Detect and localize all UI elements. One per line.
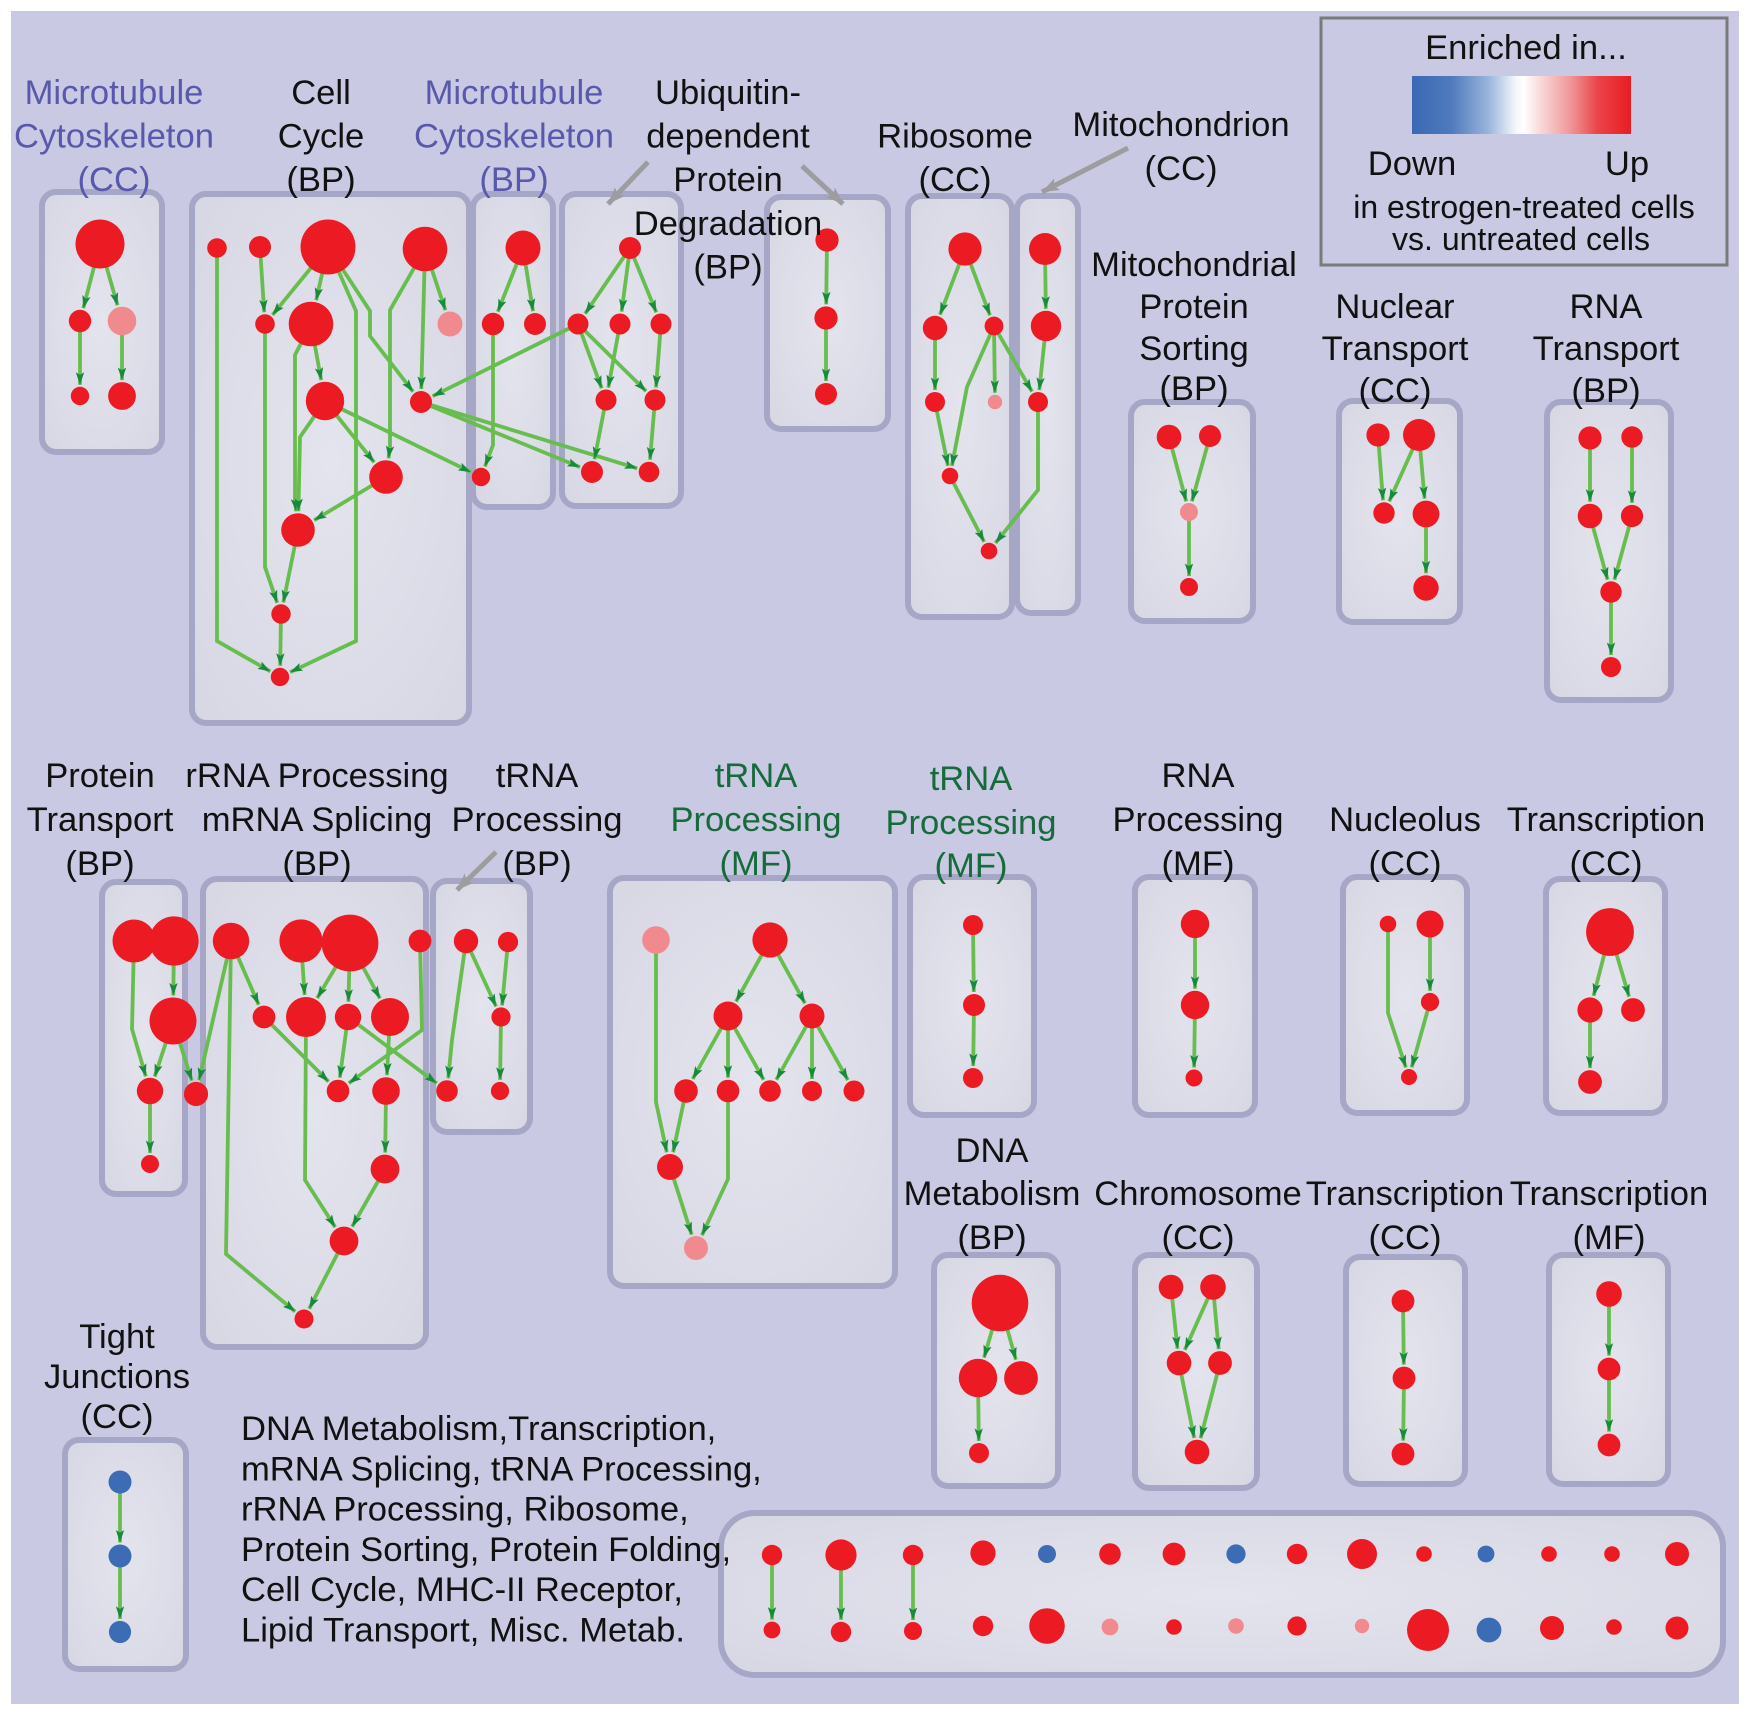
svg-text:(MF): (MF) [935,847,1008,885]
svg-text:(BP): (BP) [1159,370,1228,408]
svg-text:(CC): (CC) [1369,845,1442,883]
svg-text:Sorting: Sorting [1139,330,1249,368]
svg-text:DNA: DNA [955,1132,1028,1170]
svg-text:(CC): (CC) [1145,150,1218,188]
svg-text:Lipid Transport, Misc. Metab.: Lipid Transport, Misc. Metab. [241,1612,685,1650]
svg-text:(MF): (MF) [1162,845,1235,883]
svg-text:Cytoskeleton: Cytoskeleton [14,118,214,156]
svg-text:mRNA Splicing, tRNA Processing: mRNA Splicing, tRNA Processing, [241,1450,762,1488]
svg-text:Tight: Tight [79,1318,155,1356]
svg-text:Transport: Transport [1533,330,1680,368]
svg-text:Down: Down [1368,145,1456,183]
svg-text:Ubiquitin-: Ubiquitin- [655,74,801,112]
svg-text:Transport: Transport [1322,330,1469,368]
svg-text:(CC): (CC) [78,161,151,199]
svg-text:in estrogen-treated cells: in estrogen-treated cells [1353,189,1695,225]
svg-text:(CC): (CC) [1162,1219,1235,1257]
svg-text:(MF): (MF) [720,845,793,883]
svg-text:Mitochondrial: Mitochondrial [1091,246,1297,284]
svg-text:Cycle: Cycle [278,118,364,156]
svg-text:(BP): (BP) [479,161,548,199]
svg-text:(CC): (CC) [1369,1219,1442,1257]
svg-text:DNA Metabolism,Transcription,: DNA Metabolism,Transcription, [241,1410,716,1448]
svg-text:Processing: Processing [451,801,622,839]
svg-text:vs. untreated cells: vs. untreated cells [1392,221,1650,257]
svg-text:(BP): (BP) [957,1219,1026,1257]
svg-text:Transport: Transport [27,801,174,839]
svg-text:Protein Sorting, Protein Foldi: Protein Sorting, Protein Folding, [241,1531,731,1569]
svg-text:Nucleolus: Nucleolus [1329,801,1481,839]
svg-text:mRNA Splicing: mRNA Splicing [202,801,433,839]
svg-text:(CC): (CC) [1359,372,1432,410]
svg-text:(CC): (CC) [1570,845,1643,883]
svg-text:rRNA Processing: rRNA Processing [185,757,448,795]
svg-text:Protein: Protein [45,757,155,795]
svg-text:Protein: Protein [1139,288,1249,326]
svg-text:Metabolism: Metabolism [904,1175,1081,1213]
svg-text:(MF): (MF) [1573,1219,1646,1257]
svg-text:Microtubule: Microtubule [25,74,204,112]
svg-text:Processing: Processing [1112,801,1283,839]
svg-text:Cytoskeleton: Cytoskeleton [414,118,614,156]
svg-text:(BP): (BP) [65,845,134,883]
svg-text:Transcription: Transcription [1507,801,1706,839]
svg-text:Processing: Processing [670,801,841,839]
svg-text:Cell Cycle, MHC-II Receptor,: Cell Cycle, MHC-II Receptor, [241,1571,683,1609]
svg-text:(BP): (BP) [286,161,355,199]
svg-text:Cell: Cell [291,74,351,112]
svg-text:(BP): (BP) [502,845,571,883]
svg-text:Ribosome: Ribosome [877,118,1033,156]
svg-text:tRNA: tRNA [930,760,1013,798]
svg-text:tRNA: tRNA [715,757,798,795]
svg-text:Processing: Processing [885,804,1056,842]
svg-text:(CC): (CC) [81,1398,154,1436]
svg-text:(BP): (BP) [1571,372,1640,410]
svg-text:Nuclear: Nuclear [1335,288,1454,326]
svg-text:Microtubule: Microtubule [425,74,604,112]
svg-text:(CC): (CC) [919,161,992,199]
svg-text:RNA: RNA [1161,757,1234,795]
svg-text:Junctions: Junctions [44,1358,190,1396]
svg-text:Transcription: Transcription [1510,1175,1709,1213]
svg-text:(BP): (BP) [693,249,762,287]
svg-text:dependent: dependent [646,118,810,156]
svg-text:Up: Up [1605,145,1649,183]
svg-text:Enriched in...: Enriched in... [1425,29,1627,67]
svg-text:Protein: Protein [673,161,783,199]
svg-text:Degradation: Degradation [634,205,822,243]
svg-text:RNA: RNA [1569,288,1642,326]
svg-text:Chromosome: Chromosome [1094,1175,1302,1213]
svg-text:Mitochondrion: Mitochondrion [1072,106,1289,144]
svg-text:Transcription: Transcription [1306,1175,1505,1213]
svg-text:rRNA Processing, Ribosome,: rRNA Processing, Ribosome, [241,1491,689,1529]
svg-text:tRNA: tRNA [496,757,579,795]
svg-text:(BP): (BP) [282,845,351,883]
